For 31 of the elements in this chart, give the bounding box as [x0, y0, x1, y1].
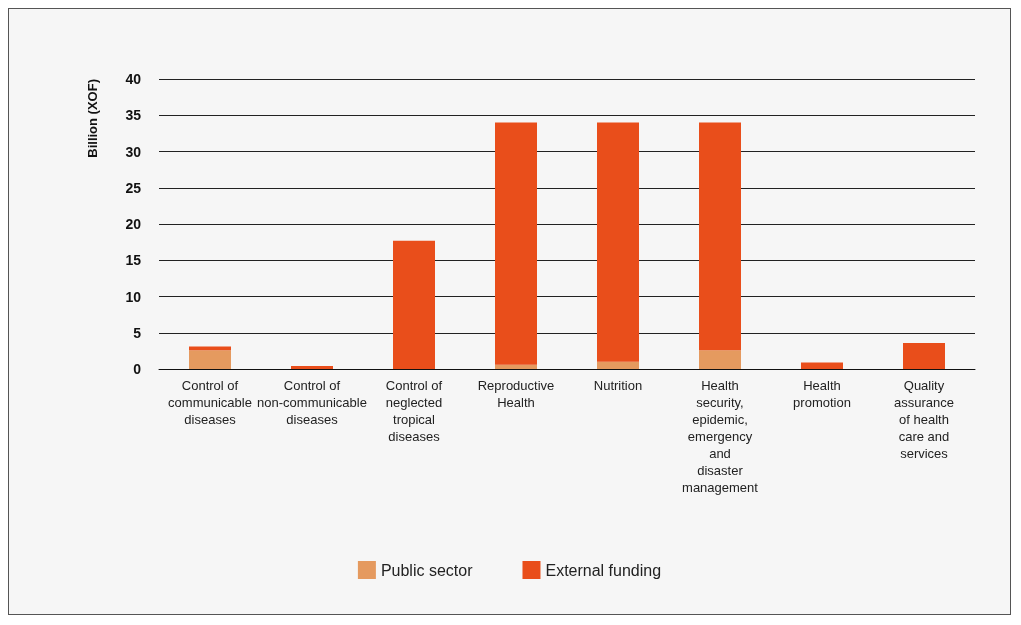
x-tick-label: Health promotion	[793, 378, 851, 410]
bar	[903, 342, 945, 369]
x-tick-label: Quality assurance of health care and services	[894, 378, 954, 461]
x-tick-label: Control of neglected tropical diseases	[385, 378, 443, 444]
bar	[393, 240, 435, 369]
y-tick-label: 15	[125, 252, 142, 269]
y-tick-label: 20	[125, 216, 142, 232]
bar	[597, 361, 639, 369]
y-tick-label: 0	[133, 361, 142, 377]
y-tick-label: 5	[133, 324, 142, 341]
x-tick-label: Health security, epidemic, emergency and disaster management	[682, 378, 759, 495]
bar	[495, 364, 537, 369]
bar	[291, 366, 333, 369]
y-axis-title: Billion (XOF)	[85, 79, 100, 158]
y-tick-label: 35	[125, 107, 142, 124]
x-tick-label: Reproductive Health	[477, 378, 555, 410]
bar	[801, 362, 843, 369]
bar	[495, 122, 537, 365]
x-tick-label: Control of communicable diseases	[168, 378, 252, 427]
x-tick-label: Nutrition	[593, 378, 643, 393]
bar	[699, 122, 741, 351]
legend-label: External funding	[545, 561, 662, 579]
bar	[597, 122, 639, 362]
y-tick-label: 10	[125, 288, 142, 305]
y-tick-label: 40	[125, 71, 142, 87]
y-tick-label: 25	[125, 179, 142, 196]
bar	[189, 350, 231, 369]
legend-label: Public sector	[380, 561, 474, 579]
y-tick-label: 30	[125, 143, 142, 160]
bar	[699, 350, 741, 369]
x-tick-label: Control of non-communicable diseases	[257, 378, 367, 427]
